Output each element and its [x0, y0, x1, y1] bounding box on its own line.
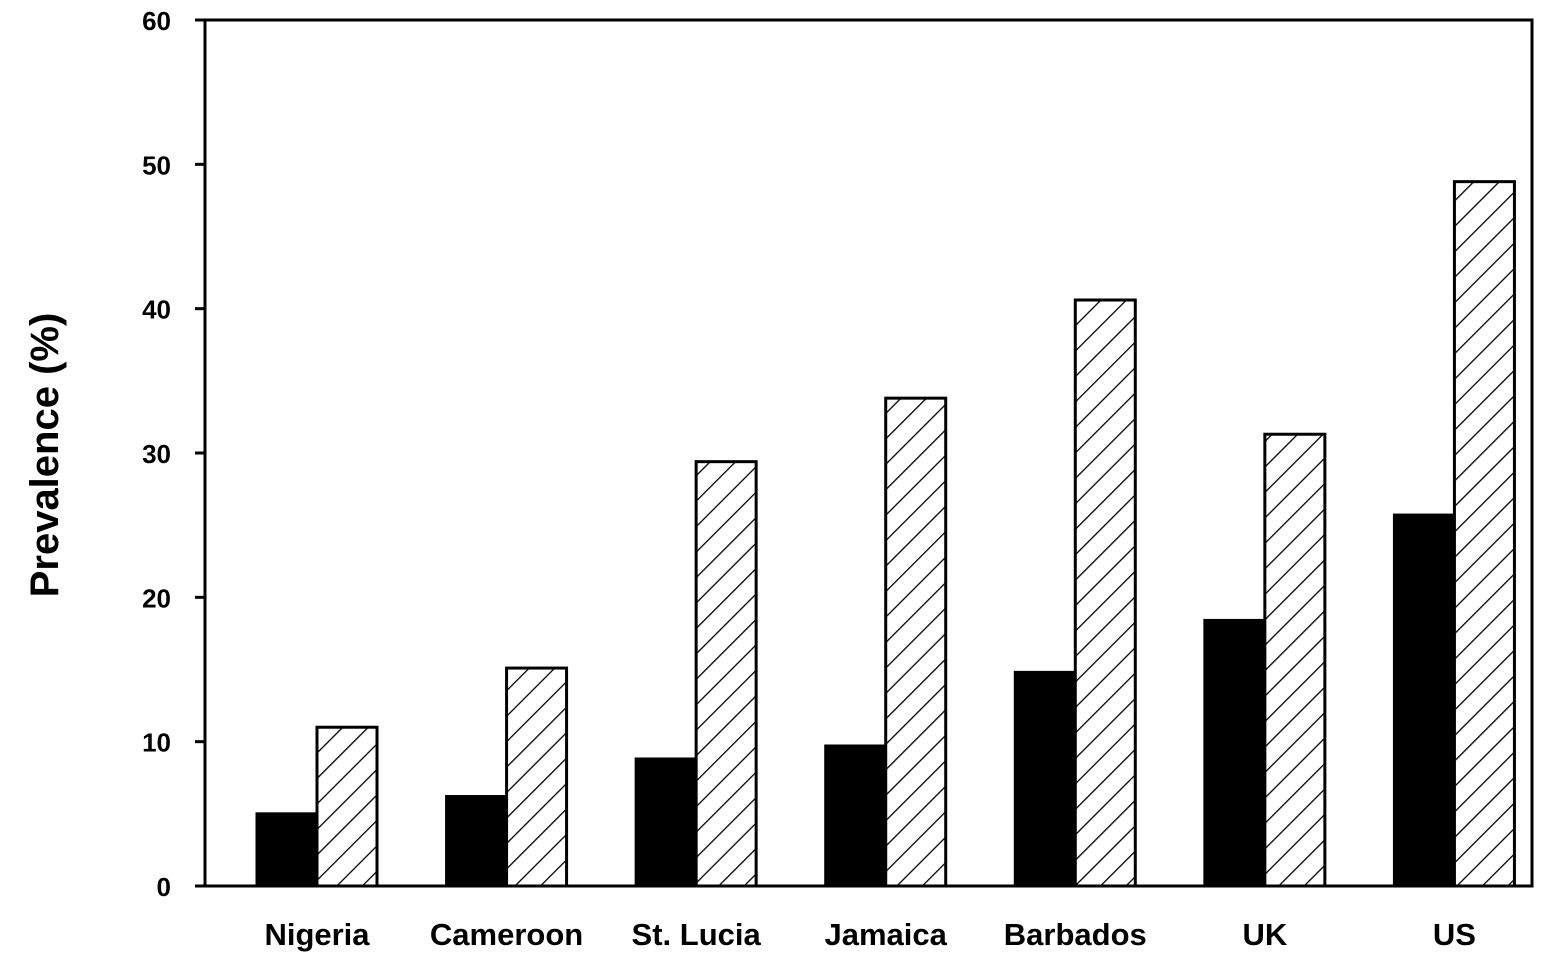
bar-barbados-series-2 — [1073, 298, 1137, 888]
bar-us-series-2 — [1452, 180, 1516, 888]
bar-cameroon-series-1 — [445, 795, 509, 888]
bar-uk-series-1 — [1203, 618, 1267, 888]
bar-st-lucia-series-1 — [634, 757, 698, 888]
y-tick-label: 40 — [142, 295, 171, 325]
bar-jamaica-series-2 — [884, 396, 948, 888]
x-category-label: Barbados — [1004, 917, 1147, 952]
y-tick-label: 60 — [142, 6, 171, 36]
y-tick-label: 20 — [142, 583, 171, 613]
bar-uk-series-2 — [1263, 432, 1327, 888]
bar-st-lucia-series-2 — [694, 460, 758, 888]
plot-area: 0 10 20 30 40 50 60 Nigeria Cameroon St. Lucia Jam… — [142, 6, 1516, 952]
y-tick-label: 50 — [142, 150, 171, 180]
plot-frame — [203, 18, 1534, 888]
x-category-label: US — [1433, 917, 1476, 952]
x-category-label: Nigeria — [264, 917, 370, 952]
y-tick-label: 10 — [142, 728, 171, 758]
bar-us-series-1 — [1392, 513, 1456, 888]
bar-barbados-series-1 — [1013, 670, 1077, 888]
x-category-label: Cameroon — [430, 917, 583, 952]
y-tick-label: 0 — [157, 872, 171, 902]
bar-nigeria-series-2 — [315, 725, 379, 888]
x-category-label: UK — [1242, 917, 1287, 952]
x-category-label: St. Lucia — [632, 917, 762, 952]
x-category-label: Jamaica — [825, 917, 948, 952]
bar-cameroon-series-2 — [505, 666, 569, 888]
bar-nigeria-series-1 — [255, 812, 319, 888]
y-tick-label: 30 — [142, 439, 171, 469]
bar-jamaica-series-1 — [824, 744, 888, 888]
y-axis-label: Prevalence (%) — [23, 313, 67, 598]
